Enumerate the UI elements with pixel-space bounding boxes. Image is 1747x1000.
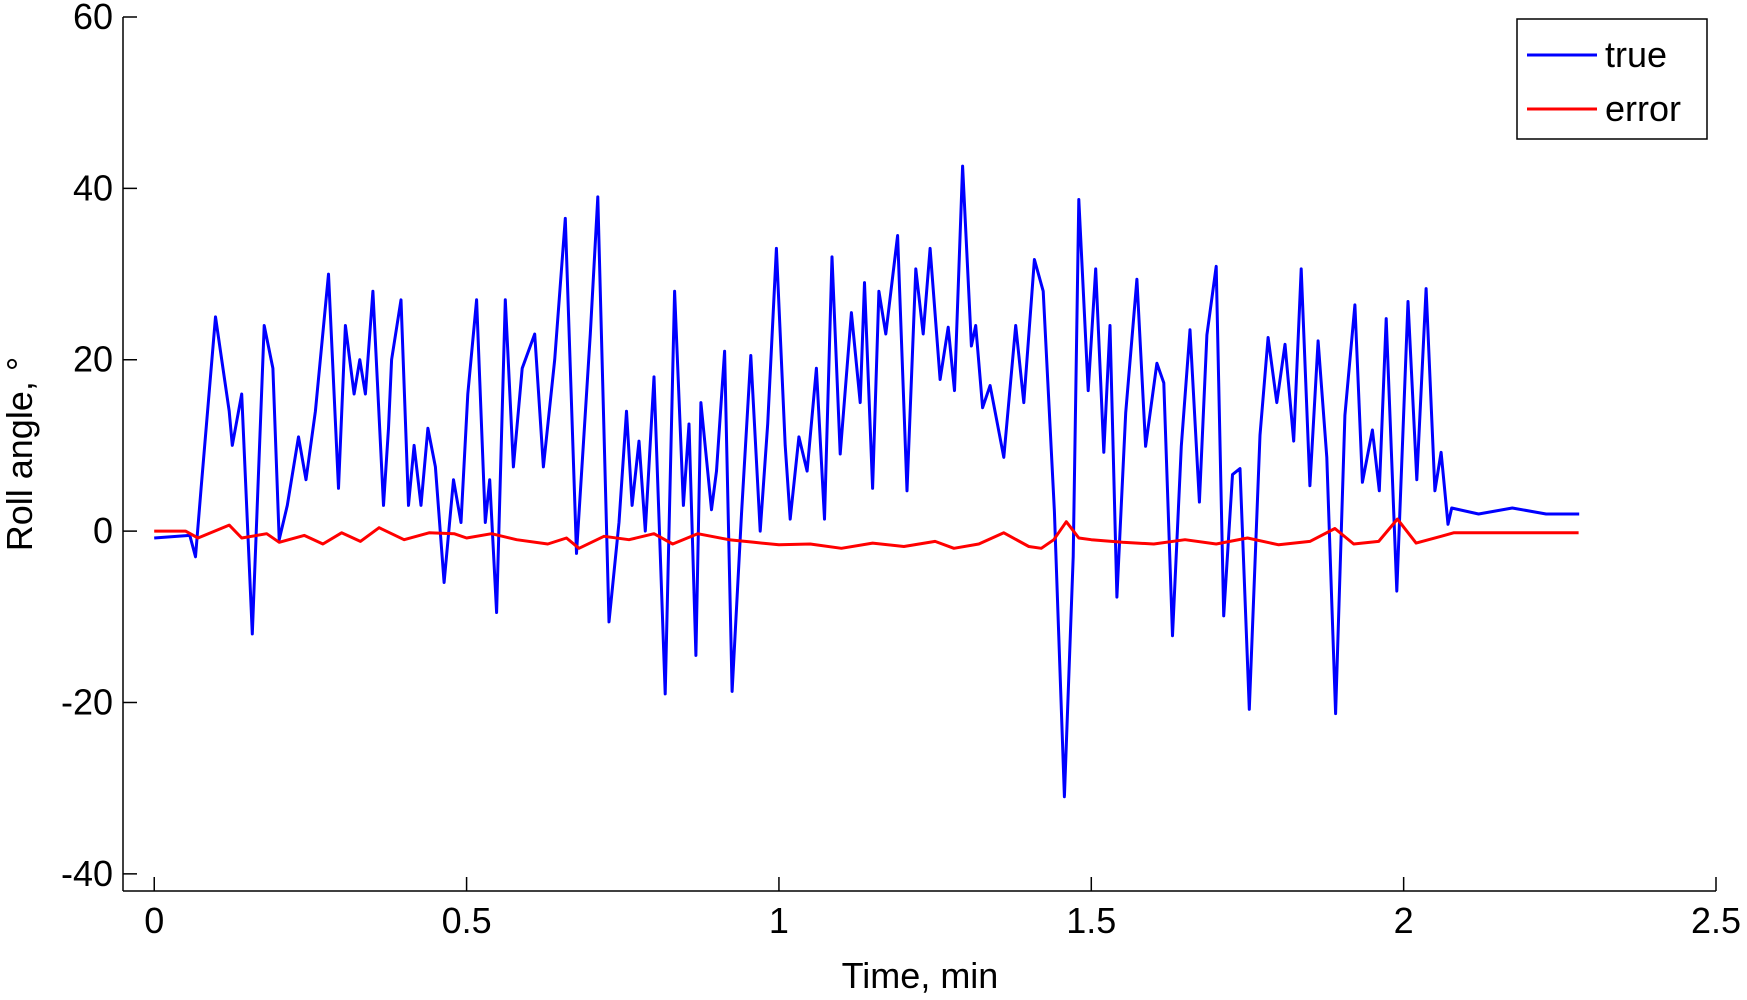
x-axis-label: Time, min [842,955,999,996]
line-series [154,164,1580,799]
y-tick-label: -20 [61,681,113,722]
y-tick-label: 40 [73,167,113,208]
y-tick-label: 0 [93,510,113,551]
y-tick-label: 60 [73,0,113,37]
x-tick-label: 1 [769,900,789,941]
x-tick-label: 1.5 [1066,900,1116,941]
y-tick-label: -40 [61,853,113,894]
x-tick-label: 0.5 [442,900,492,941]
x-tick-label: 2 [1394,900,1414,941]
x-tick-label: 2.5 [1691,900,1741,941]
legend-box [1516,18,1708,140]
line-series [154,517,1579,550]
x-tick-label: 0 [144,900,164,941]
legend-label: true [1605,34,1667,75]
legend-label: error [1605,88,1681,129]
y-tick-label: 20 [73,339,113,380]
y-axis-label: Roll angle, ° [0,357,40,552]
